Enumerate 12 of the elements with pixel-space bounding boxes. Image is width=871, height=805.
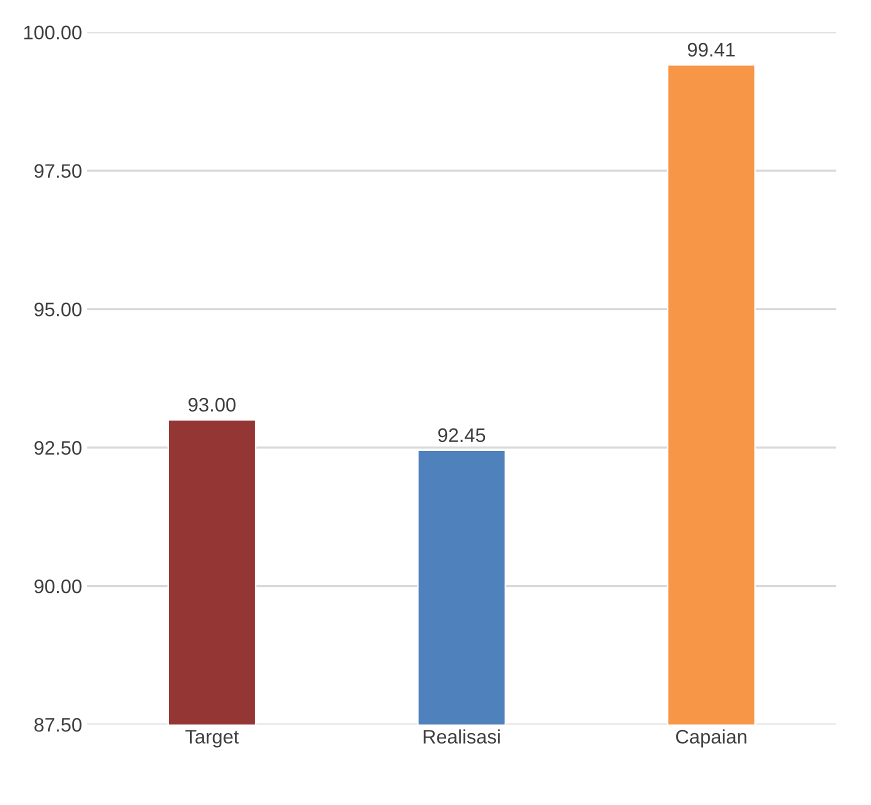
y-tick-label: 92.50 (34, 441, 82, 455)
y-tick-label: 87.50 (34, 718, 82, 732)
y-tick-label: 90.00 (34, 580, 82, 594)
data-label: 99.41 (688, 42, 735, 57)
x-tick-label: Realisasi (424, 729, 500, 744)
x-tick-label: Capaian (676, 729, 746, 748)
y-tick-label: 100.00 (24, 26, 82, 40)
y-tick-label: 97.50 (34, 164, 82, 178)
data-label: 92.45 (438, 428, 486, 442)
x-tick-label: Target (185, 730, 239, 748)
data-label: 93.00 (188, 398, 236, 412)
y-tick-label: 95.00 (34, 302, 82, 316)
